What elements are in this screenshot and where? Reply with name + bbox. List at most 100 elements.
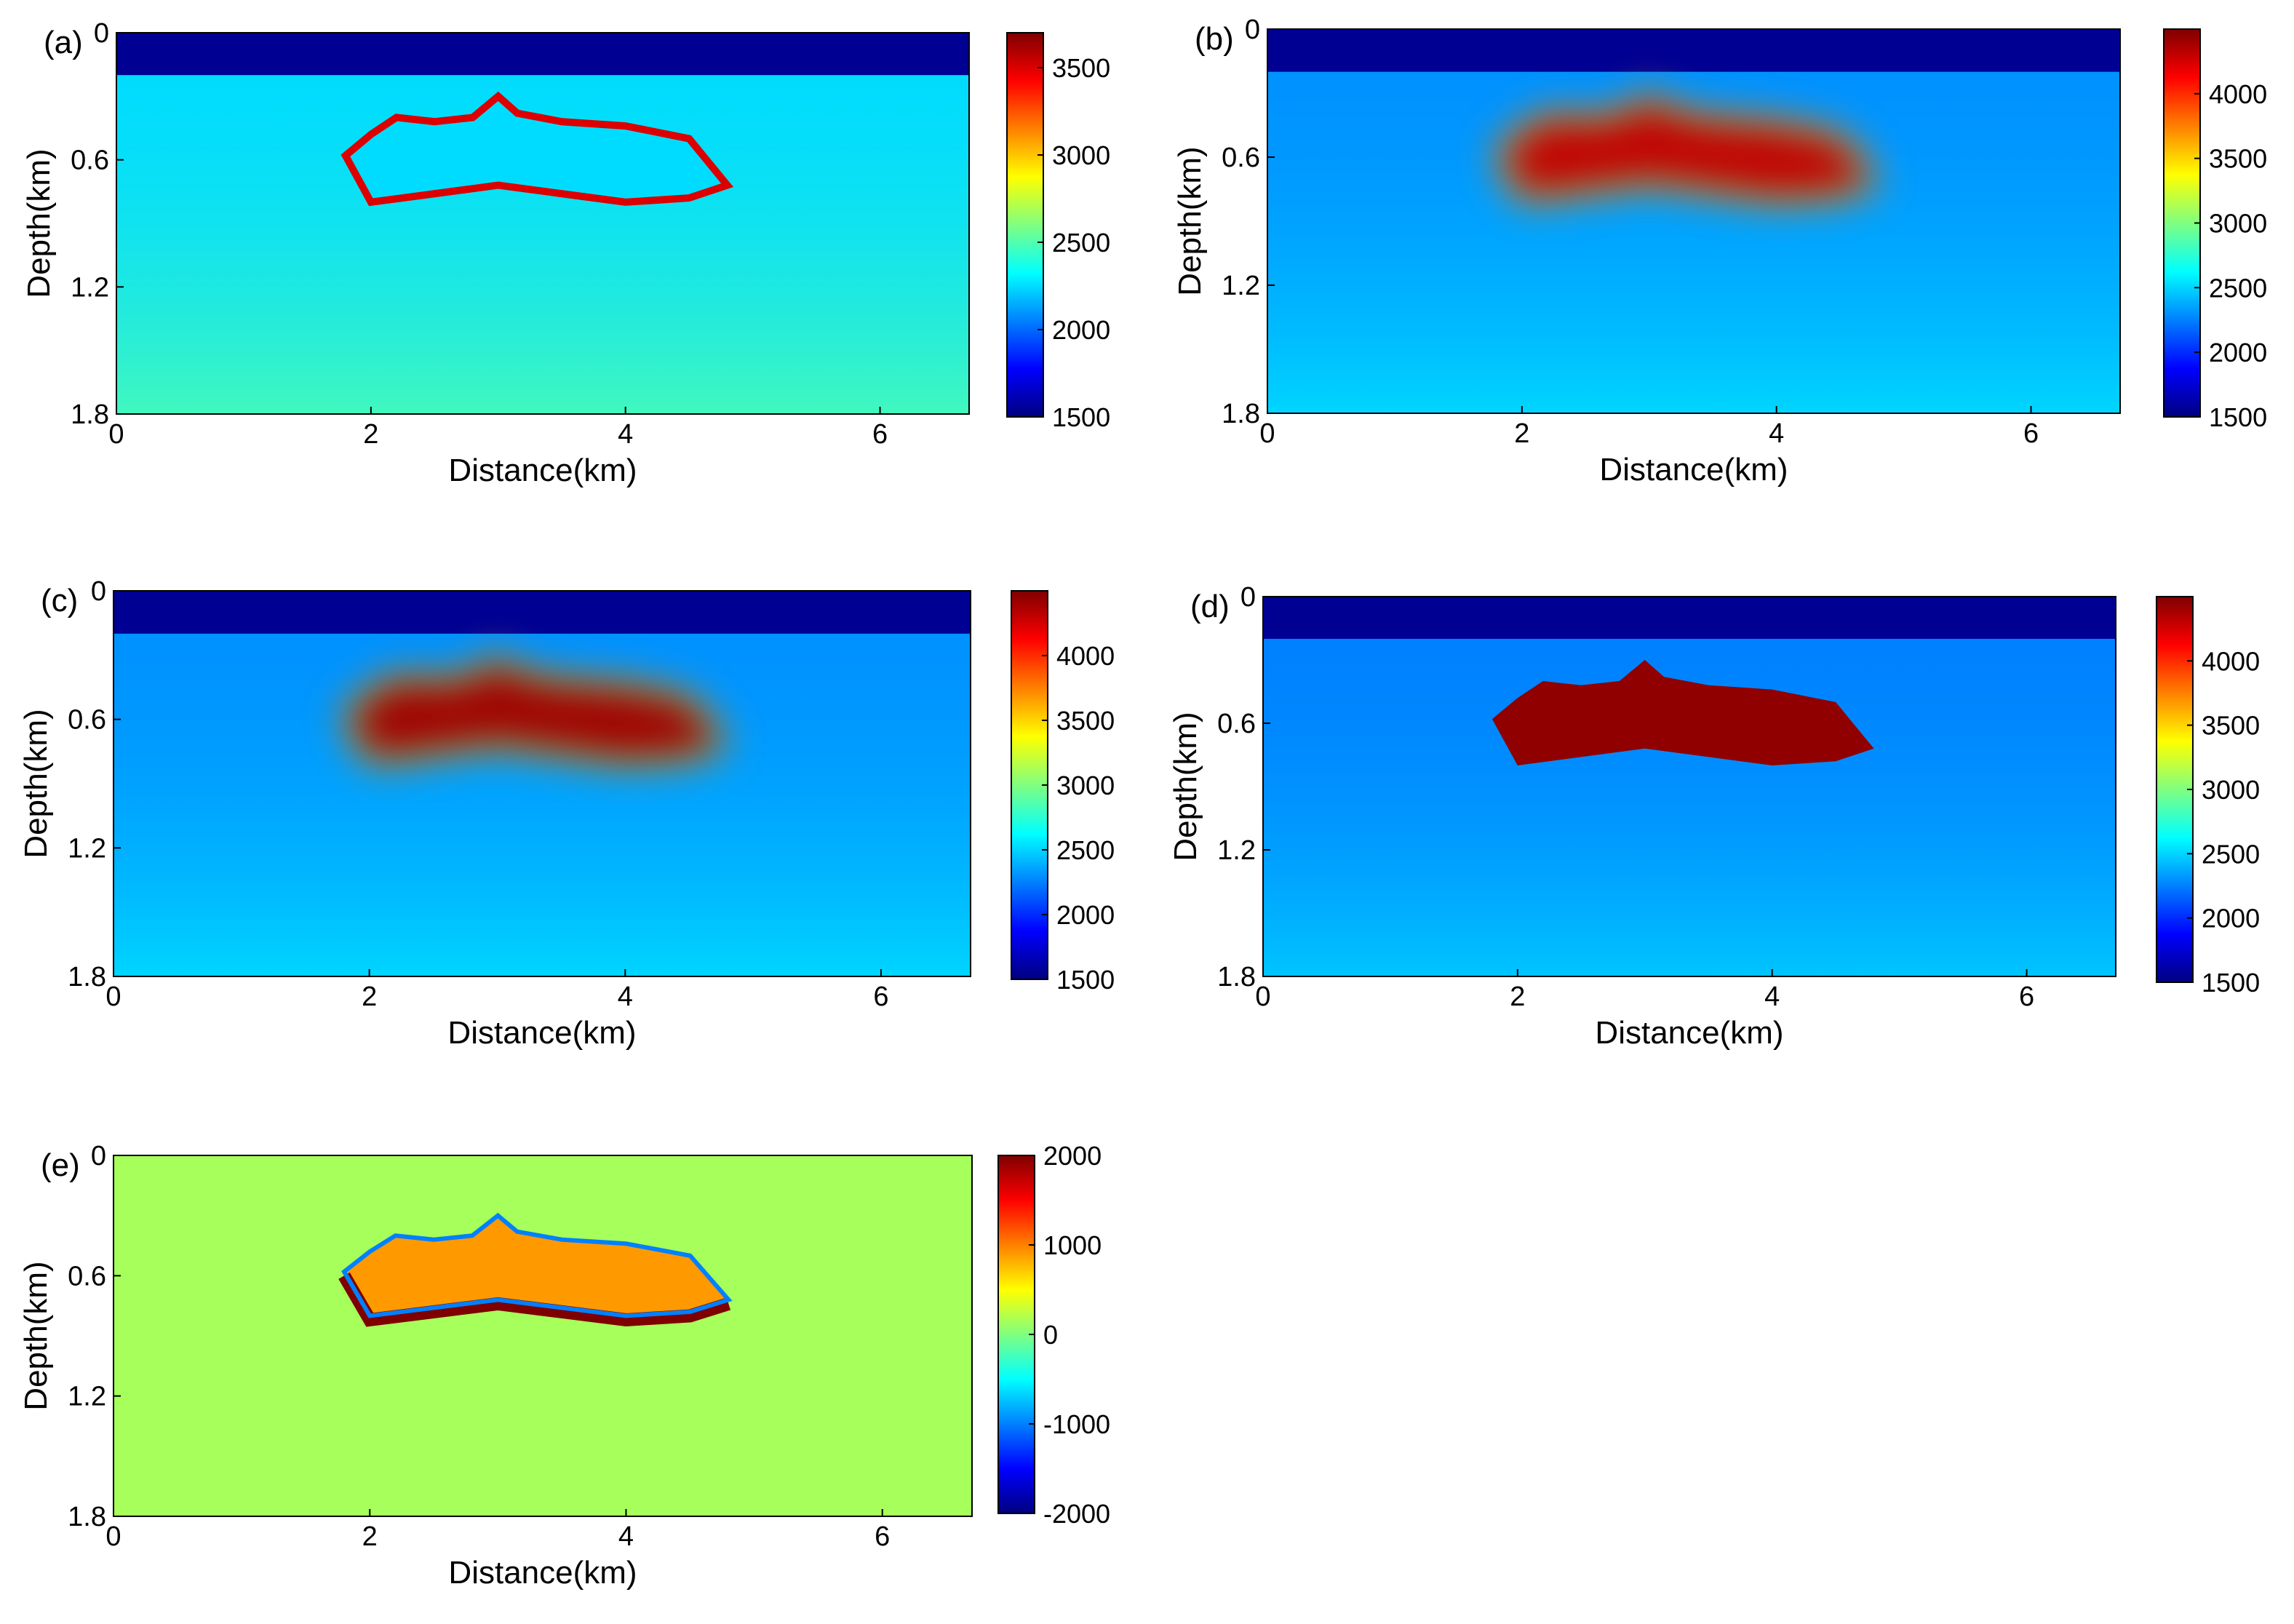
y-tick-label: 0.6 bbox=[71, 146, 109, 176]
y-tick-label: 0.6 bbox=[1222, 143, 1260, 173]
x-axis-title: Distance(km) bbox=[447, 1015, 636, 1051]
colorbar-tick-label: 3500 bbox=[1052, 53, 1110, 83]
y-tick-label: 1.2 bbox=[68, 833, 106, 864]
x-tick-label: 4 bbox=[618, 1521, 634, 1552]
colorbar-tick-label: 3000 bbox=[2209, 209, 2267, 239]
colorbar-tick-label: 2000 bbox=[2209, 338, 2267, 367]
colorbar-tick-label: 1500 bbox=[1052, 402, 1110, 432]
panel-1: 0 2 4 6 0 0.6 1.2 1.8 Distance(km) Depth(km) (a) 15… bbox=[21, 18, 1110, 488]
colorbar-tick-label: 0 bbox=[1043, 1320, 1058, 1350]
water-layer bbox=[113, 591, 971, 634]
x-tick-label: 2 bbox=[1514, 418, 1529, 449]
y-tick-label: 0 bbox=[94, 18, 109, 49]
y-tick-label: 1.2 bbox=[1217, 835, 1256, 866]
plot-frame bbox=[1262, 596, 2116, 977]
x-axis-title: Distance(km) bbox=[448, 453, 637, 488]
x-axis-title: Distance(km) bbox=[1595, 1015, 1783, 1051]
colorbar-tick-label: 3500 bbox=[1056, 706, 1115, 736]
y-tick-label: 1.8 bbox=[1217, 962, 1256, 992]
y-tick-label: 1.8 bbox=[1222, 399, 1260, 429]
x-tick-label: 0 bbox=[1259, 418, 1275, 449]
x-tick-label: 2 bbox=[363, 419, 378, 450]
y-tick-label: 0.6 bbox=[68, 705, 106, 736]
colorbar-tick-label: 1500 bbox=[2209, 402, 2267, 432]
salt-reflector bbox=[340, 91, 734, 207]
colorbar-tick-label: 1500 bbox=[2202, 968, 2260, 998]
panel-label: (c) bbox=[41, 583, 78, 618]
y-axis-title: Depth(km) bbox=[1168, 712, 1203, 861]
colorbar-tick-label: 4000 bbox=[1056, 641, 1115, 671]
salt-body bbox=[1492, 660, 1874, 765]
x-tick-label: 4 bbox=[618, 419, 633, 450]
y-tick-label: 0 bbox=[1240, 582, 1256, 613]
water-layer bbox=[116, 33, 969, 76]
colorbar-tick-label: 3000 bbox=[1052, 140, 1110, 170]
colorbar-tick-label: 4000 bbox=[2202, 646, 2260, 676]
plot-frame bbox=[113, 590, 971, 977]
colorbar bbox=[1006, 32, 1044, 418]
y-tick-label: 1.8 bbox=[68, 962, 106, 992]
x-tick-label: 0 bbox=[1255, 982, 1270, 1012]
y-tick-label: 1.2 bbox=[1222, 271, 1260, 301]
y-axis-title: Depth(km) bbox=[21, 148, 57, 298]
y-tick-label: 1.2 bbox=[68, 1382, 106, 1412]
heatmap-depth-gradient bbox=[116, 33, 969, 414]
panel-2: 0 2 4 6 0 0.6 1.2 1.8 Distance(km) Depth(km) (b) 15… bbox=[1172, 15, 2267, 487]
colorbar-tick-label: 1000 bbox=[1043, 1230, 1102, 1260]
salt-edge bbox=[341, 1212, 733, 1318]
panel-5: 0 2 4 6 0 0.6 1.2 1.8 Distance(km) Depth(km) (e) -2… bbox=[18, 1141, 1110, 1591]
panel-label: (a) bbox=[44, 25, 83, 60]
salt-body bbox=[343, 655, 728, 763]
colorbar bbox=[2163, 28, 2201, 418]
x-tick-label: 4 bbox=[618, 982, 633, 1012]
x-tick-label: 4 bbox=[1769, 418, 1784, 449]
colorbar-tick-label: 3000 bbox=[2202, 775, 2260, 805]
x-tick-label: 4 bbox=[1764, 982, 1780, 1012]
salt-body bbox=[1496, 93, 1879, 200]
colorbar-tick-label: 2000 bbox=[1052, 315, 1110, 345]
colorbar-tick-label: 2500 bbox=[2202, 839, 2260, 869]
colorbar-tick-label: -2000 bbox=[1043, 1499, 1110, 1529]
x-tick-label: 0 bbox=[105, 1521, 121, 1552]
colorbar-tick-label: 2000 bbox=[2202, 904, 2260, 934]
colorbar-tick-label: 2500 bbox=[2209, 273, 2267, 303]
plot-frame bbox=[116, 32, 970, 415]
x-tick-label: 2 bbox=[362, 1521, 378, 1552]
y-tick-label: 0.6 bbox=[68, 1261, 106, 1291]
y-axis-title: Depth(km) bbox=[1172, 146, 1208, 295]
water-layer bbox=[1263, 597, 2116, 639]
heatmap-depth-gradient bbox=[113, 1155, 972, 1516]
heatmap-depth-gradient bbox=[113, 591, 971, 976]
colorbar-tick-label: 3500 bbox=[2209, 144, 2267, 174]
panel-3: 0 2 4 6 0 0.6 1.2 1.8 Distance(km) Depth(km) (c) 15… bbox=[18, 576, 1115, 1051]
panel-label: (d) bbox=[1190, 589, 1230, 624]
y-tick-label: 0.6 bbox=[1217, 709, 1256, 739]
colorbar-tick-label: 4000 bbox=[2209, 79, 2267, 109]
x-tick-label: 6 bbox=[2023, 418, 2039, 449]
salt-base-anomaly bbox=[338, 1272, 731, 1327]
colorbar-tick-label: 1500 bbox=[1056, 965, 1115, 995]
colorbar-tick-label: 2000 bbox=[1056, 900, 1115, 930]
x-axis-title: Distance(km) bbox=[1599, 452, 1788, 487]
colorbar-tick-label: 2000 bbox=[1043, 1141, 1102, 1171]
x-tick-label: 6 bbox=[875, 1521, 890, 1552]
y-axis-title: Depth(km) bbox=[18, 1261, 54, 1410]
colorbar-tick-label: 2500 bbox=[1052, 228, 1110, 258]
heatmap-depth-gradient bbox=[1263, 597, 2116, 976]
x-tick-label: 2 bbox=[362, 982, 377, 1012]
panel-label: (e) bbox=[41, 1147, 80, 1183]
x-tick-label: 6 bbox=[2019, 982, 2034, 1012]
y-tick-label: 0 bbox=[91, 576, 106, 607]
colorbar bbox=[997, 1155, 1035, 1514]
y-tick-label: 1.8 bbox=[71, 399, 109, 430]
plot-frame bbox=[1267, 28, 2121, 414]
x-tick-label: 6 bbox=[873, 982, 888, 1012]
heatmap-depth-gradient bbox=[1267, 29, 2120, 413]
y-tick-label: 1.2 bbox=[71, 272, 109, 303]
x-tick-label: 0 bbox=[105, 982, 121, 1012]
x-axis-title: Distance(km) bbox=[448, 1555, 637, 1591]
plot-frame bbox=[113, 1155, 973, 1517]
colorbar-tick-label: -1000 bbox=[1043, 1409, 1110, 1439]
y-axis-title: Depth(km) bbox=[18, 709, 54, 858]
water-layer bbox=[1267, 29, 2120, 72]
